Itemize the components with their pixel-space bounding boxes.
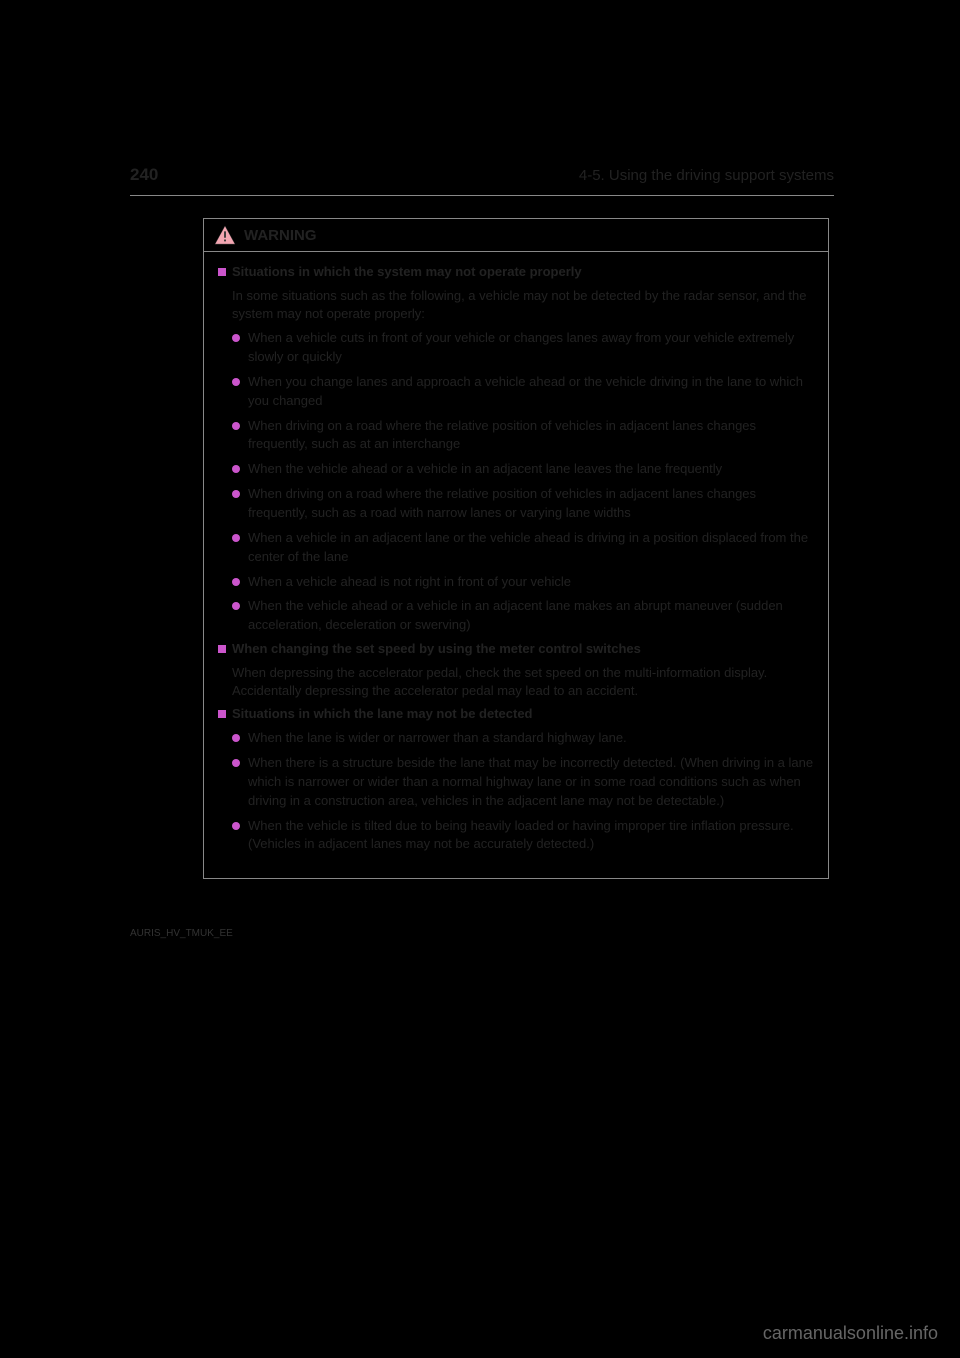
bullet-text: When the lane is wider or narrower than … — [248, 729, 627, 748]
list-item: When the vehicle is tilted due to being … — [232, 817, 814, 855]
sub-section-1: When changing the set speed by using the… — [218, 641, 814, 700]
bullet-text: When driving on a road where the relativ… — [248, 417, 814, 455]
circle-bullet-icon — [232, 759, 240, 767]
bullet-text: When the vehicle is tilted due to being … — [248, 817, 814, 855]
bullet-text: When driving on a road where the relativ… — [248, 485, 814, 523]
list-item: When a vehicle ahead is not right in fro… — [232, 573, 814, 592]
bullet-list-2: When the lane is wider or narrower than … — [232, 729, 814, 854]
list-item: When you change lanes and approach a veh… — [232, 373, 814, 411]
page-number: 240 — [130, 165, 158, 185]
circle-bullet-icon — [232, 378, 240, 386]
square-bullet-icon — [218, 710, 226, 718]
sub-heading: Situations in which the system may not o… — [218, 264, 814, 281]
list-item: When the vehicle ahead or a vehicle in a… — [232, 460, 814, 479]
sub-heading: When changing the set speed by using the… — [218, 641, 814, 658]
bullet-text: When a vehicle cuts in front of your veh… — [248, 329, 814, 367]
pdf-footer: AURIS_HV_TMUK_EE — [130, 928, 233, 939]
page-content: 240 4-5. Using the driving support syste… — [130, 165, 834, 879]
bullet-text: When you change lanes and approach a veh… — [248, 373, 814, 411]
circle-bullet-icon — [232, 734, 240, 742]
sub-section-2: Situations in which the lane may not be … — [218, 706, 814, 854]
list-item: When a vehicle in an adjacent lane or th… — [232, 529, 814, 567]
square-bullet-icon — [218, 645, 226, 653]
warning-triangle-icon — [214, 225, 236, 245]
warning-box: WARNING Situations in which the system m… — [203, 218, 829, 879]
circle-bullet-icon — [232, 422, 240, 430]
list-item: When there is a structure beside the lan… — [232, 754, 814, 811]
bullet-list-0: When a vehicle cuts in front of your veh… — [232, 329, 814, 635]
list-item: When the vehicle ahead or a vehicle in a… — [232, 597, 814, 635]
bullet-text: When the vehicle ahead or a vehicle in a… — [248, 460, 722, 479]
watermark: carmanualsonline.info — [763, 1323, 938, 1344]
bullet-text: When there is a structure beside the lan… — [248, 754, 814, 811]
list-item: When driving on a road where the relativ… — [232, 417, 814, 455]
page-header: 240 4-5. Using the driving support syste… — [130, 165, 834, 196]
warning-label: WARNING — [244, 227, 317, 244]
list-item: When driving on a road where the relativ… — [232, 485, 814, 523]
circle-bullet-icon — [232, 534, 240, 542]
circle-bullet-icon — [232, 465, 240, 473]
intro-text: In some situations such as the following… — [232, 287, 814, 323]
square-bullet-icon — [218, 268, 226, 276]
heading-text: When changing the set speed by using the… — [232, 641, 641, 658]
heading-text: Situations in which the system may not o… — [232, 264, 582, 281]
sub-heading: Situations in which the lane may not be … — [218, 706, 814, 723]
bullet-text: When a vehicle in an adjacent lane or th… — [248, 529, 814, 567]
circle-bullet-icon — [232, 334, 240, 342]
warning-body: Situations in which the system may not o… — [204, 252, 828, 878]
circle-bullet-icon — [232, 578, 240, 586]
section-title: 4-5. Using the driving support systems — [579, 167, 834, 184]
circle-bullet-icon — [232, 490, 240, 498]
circle-bullet-icon — [232, 602, 240, 610]
intro-text: When depressing the accelerator pedal, c… — [232, 664, 814, 700]
warning-header: WARNING — [204, 219, 828, 252]
bullet-text: When a vehicle ahead is not right in fro… — [248, 573, 571, 592]
heading-text: Situations in which the lane may not be … — [232, 706, 533, 723]
circle-bullet-icon — [232, 822, 240, 830]
list-item: When the lane is wider or narrower than … — [232, 729, 814, 748]
sub-section-0: Situations in which the system may not o… — [218, 264, 814, 635]
list-item: When a vehicle cuts in front of your veh… — [232, 329, 814, 367]
bullet-text: When the vehicle ahead or a vehicle in a… — [248, 597, 814, 635]
